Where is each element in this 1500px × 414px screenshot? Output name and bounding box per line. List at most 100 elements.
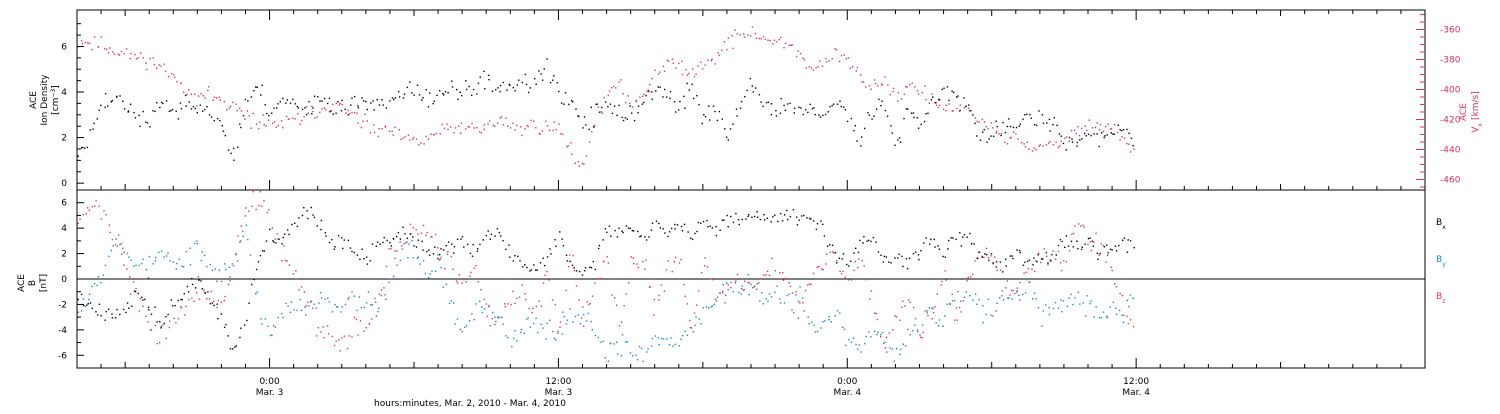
bx-point — [912, 253, 915, 255]
bz-point — [206, 298, 208, 300]
bz-point — [979, 251, 981, 253]
bz-point — [403, 243, 405, 245]
by-point — [698, 318, 700, 320]
by-point — [820, 327, 822, 329]
vx-point — [1121, 136, 1123, 138]
bz-point — [385, 265, 388, 268]
bx-point — [820, 220, 822, 222]
by-point — [130, 259, 132, 262]
vx-point — [271, 122, 274, 125]
density-point — [116, 95, 118, 98]
density-point — [903, 117, 905, 120]
by-point — [572, 321, 574, 323]
by-point — [672, 345, 674, 347]
density-point — [633, 119, 636, 122]
density-point — [370, 102, 372, 104]
b-tick-label: -2 — [58, 300, 67, 310]
by-point — [1045, 304, 1047, 306]
bx-point — [925, 237, 927, 239]
bx-point — [751, 216, 753, 218]
vx-point — [87, 42, 89, 44]
vx-point — [897, 92, 900, 94]
bz-point — [1129, 319, 1132, 321]
bx-point — [366, 263, 369, 265]
by-point — [115, 238, 117, 240]
bx-point — [906, 267, 909, 270]
legend-by-label: B — [1436, 255, 1442, 265]
density-point — [323, 97, 326, 100]
by-point — [116, 245, 118, 247]
bx-point — [1061, 240, 1063, 243]
vx-point — [948, 103, 950, 105]
by-point — [770, 296, 773, 298]
density-point — [598, 111, 601, 113]
bz-point — [951, 293, 953, 296]
density-point — [714, 110, 716, 113]
bx-point — [955, 238, 957, 241]
bx-scatter-points — [77, 206, 1135, 350]
bx-point — [1091, 240, 1094, 242]
by-point — [228, 266, 230, 269]
bz-point — [971, 273, 974, 276]
vx-point — [1075, 132, 1077, 135]
by-point — [928, 307, 931, 309]
density-point — [156, 102, 158, 104]
density-point — [122, 100, 124, 102]
bz-point — [295, 270, 297, 272]
density-point — [844, 109, 847, 111]
by-point — [1019, 299, 1021, 301]
vx-point — [202, 95, 204, 97]
bz-point — [535, 305, 537, 308]
bz-point — [909, 301, 911, 304]
bx-point — [456, 238, 459, 240]
vx-point — [246, 110, 249, 112]
density-point — [793, 112, 795, 114]
vx-point — [228, 107, 230, 109]
density-point — [938, 98, 940, 101]
bz-point — [401, 245, 403, 247]
density-point — [538, 70, 540, 72]
vx-point — [378, 128, 380, 130]
by-point — [990, 314, 992, 317]
vx-point — [388, 130, 391, 132]
density-point — [264, 104, 266, 106]
by-point — [363, 306, 365, 309]
bz-point — [98, 205, 100, 208]
bx-point — [489, 238, 491, 240]
bz-point — [455, 280, 458, 282]
bz-point — [1068, 250, 1071, 252]
bx-point — [1115, 250, 1118, 252]
bx-point — [1067, 245, 1070, 247]
vx-point — [285, 115, 288, 118]
vx-point — [784, 42, 787, 44]
density-point — [373, 109, 375, 111]
bx-point — [365, 256, 368, 258]
density-point — [736, 115, 738, 117]
bz-point — [145, 315, 147, 317]
bx-point — [789, 215, 792, 218]
density-point — [899, 141, 902, 143]
b-tick-label: 4 — [61, 224, 67, 234]
vx-point — [299, 123, 301, 125]
by-point — [719, 292, 721, 294]
density-point — [698, 104, 700, 106]
by-point — [982, 305, 984, 307]
density-point — [1110, 132, 1112, 134]
bx-point — [220, 313, 223, 315]
bx-point — [838, 257, 840, 259]
by-point — [780, 302, 782, 304]
by-point — [126, 252, 129, 255]
density-point — [930, 99, 933, 101]
bx-point — [664, 232, 666, 234]
bz-point — [203, 289, 205, 291]
bx-point — [719, 229, 721, 231]
vx-point — [1006, 143, 1009, 145]
bx-point — [795, 216, 798, 218]
by-point — [965, 291, 967, 293]
by-point — [459, 328, 462, 331]
vx-point — [88, 42, 91, 44]
bx-point — [287, 229, 289, 231]
density-point — [199, 104, 201, 106]
bz-point — [916, 329, 919, 331]
